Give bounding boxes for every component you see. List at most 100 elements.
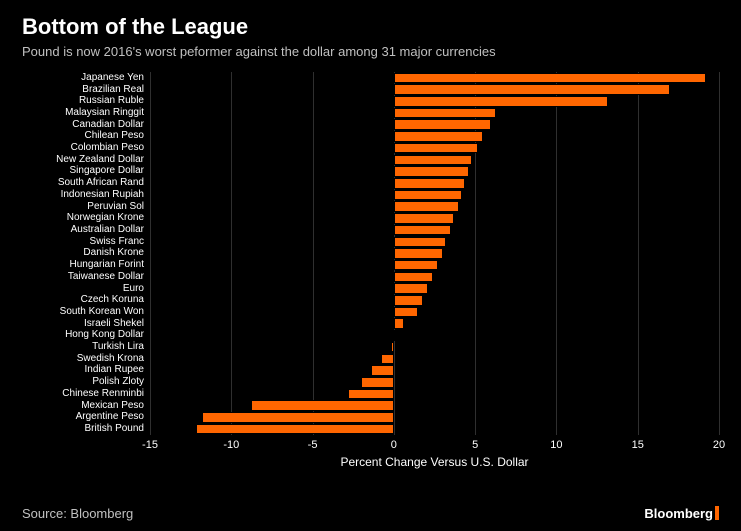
y-tick-label: British Pound: [22, 423, 150, 435]
y-tick-label: Colombian Peso: [22, 142, 150, 154]
bar-row: [150, 119, 719, 130]
header: Bottom of the League Pound is now 2016's…: [0, 0, 741, 65]
bar: [394, 84, 670, 95]
chart-title: Bottom of the League: [22, 14, 719, 40]
bar: [394, 330, 396, 341]
bar-row: [150, 213, 719, 224]
y-tick-label: Norwegian Krone: [22, 212, 150, 224]
bar: [394, 295, 423, 306]
y-tick-label: Swedish Krona: [22, 353, 150, 365]
y-tick-label: Chilean Peso: [22, 131, 150, 143]
y-tick-label: Indian Rupee: [22, 365, 150, 377]
bar-row: [150, 307, 719, 318]
y-tick-label: South African Rand: [22, 177, 150, 189]
source-label: Source: Bloomberg: [22, 506, 133, 521]
bar: [394, 96, 609, 107]
y-tick-label: Euro: [22, 283, 150, 295]
y-tick-label: Hong Kong Dollar: [22, 329, 150, 341]
x-axis-label: Percent Change Versus U.S. Dollar: [340, 455, 528, 469]
bar-row: [150, 143, 719, 154]
x-tick-label: 15: [632, 439, 644, 451]
bar: [394, 201, 459, 212]
bar-row: [150, 166, 719, 177]
bar: [394, 213, 454, 224]
bar-row: [150, 412, 719, 423]
bar: [394, 108, 496, 119]
bar: [394, 318, 404, 329]
bar: [394, 248, 443, 259]
bar-row: [150, 400, 719, 411]
bar: [394, 260, 438, 271]
bar-row: [150, 354, 719, 365]
y-tick-label: Swiss Franc: [22, 236, 150, 248]
bar-row: [150, 155, 719, 166]
y-tick-label: Mexican Peso: [22, 400, 150, 412]
y-tick-label: Danish Krone: [22, 248, 150, 260]
bar: [394, 190, 462, 201]
bar: [391, 342, 394, 353]
x-tick-label: -15: [142, 439, 158, 451]
bar: [202, 412, 394, 423]
bar-row: [150, 225, 719, 236]
y-tick-label: Brazilian Real: [22, 84, 150, 96]
bar-row: [150, 260, 719, 271]
bar: [394, 307, 418, 318]
bar-row: [150, 318, 719, 329]
x-tick-label: 10: [550, 439, 562, 451]
y-tick-label: Argentine Peso: [22, 411, 150, 423]
bar-row: [150, 365, 719, 376]
bar: [251, 400, 394, 411]
bar: [394, 272, 433, 283]
bar-row: [150, 377, 719, 388]
bar-row: [150, 248, 719, 259]
gridline: [719, 72, 720, 435]
bar: [394, 143, 479, 154]
brand-text: Bloomberg: [644, 506, 713, 521]
bar: [348, 389, 394, 400]
bar-row: [150, 272, 719, 283]
bar: [394, 178, 466, 189]
chart-area: Japanese YenBrazilian RealRussian RubleM…: [22, 72, 719, 467]
y-axis-labels: Japanese YenBrazilian RealRussian RubleM…: [22, 72, 150, 435]
y-tick-label: Australian Dollar: [22, 224, 150, 236]
bar-row: [150, 190, 719, 201]
bar-row: [150, 73, 719, 84]
y-tick-label: Indonesian Rupiah: [22, 189, 150, 201]
x-tick-label: 0: [391, 439, 397, 451]
x-tick-label: -5: [308, 439, 318, 451]
y-tick-label: Chinese Renminbi: [22, 388, 150, 400]
plot-region: -15-10-505101520Percent Change Versus U.…: [150, 72, 719, 435]
bar: [394, 73, 706, 84]
y-tick-label: Czech Koruna: [22, 294, 150, 306]
bar: [394, 155, 472, 166]
footer: Source: Bloomberg Bloomberg: [22, 506, 719, 521]
bar-row: [150, 84, 719, 95]
y-tick-label: New Zealand Dollar: [22, 154, 150, 166]
bar-row: [150, 131, 719, 142]
bar-row: [150, 237, 719, 248]
bar-row: [150, 96, 719, 107]
y-tick-label: South Korean Won: [22, 306, 150, 318]
y-tick-label: Peruvian Sol: [22, 201, 150, 213]
bar-row: [150, 342, 719, 353]
y-tick-label: Singapore Dollar: [22, 166, 150, 178]
y-tick-label: Canadian Dollar: [22, 119, 150, 131]
bar-row: [150, 283, 719, 294]
brand-bar-icon: [715, 506, 719, 520]
y-tick-label: Taiwanese Dollar: [22, 271, 150, 283]
y-tick-label: Polish Zloty: [22, 376, 150, 388]
bar: [394, 131, 483, 142]
y-tick-label: Turkish Lira: [22, 341, 150, 353]
bar: [394, 225, 451, 236]
y-tick-label: Russian Ruble: [22, 95, 150, 107]
bar-row: [150, 178, 719, 189]
bar-row: [150, 330, 719, 341]
brand-label: Bloomberg: [644, 506, 719, 521]
bar: [361, 377, 394, 388]
bar: [381, 354, 394, 365]
bar: [394, 237, 446, 248]
y-tick-label: Hungarian Forint: [22, 259, 150, 271]
x-tick-label: 5: [472, 439, 478, 451]
bar: [394, 283, 428, 294]
chart-frame: Bottom of the League Pound is now 2016's…: [0, 0, 741, 531]
